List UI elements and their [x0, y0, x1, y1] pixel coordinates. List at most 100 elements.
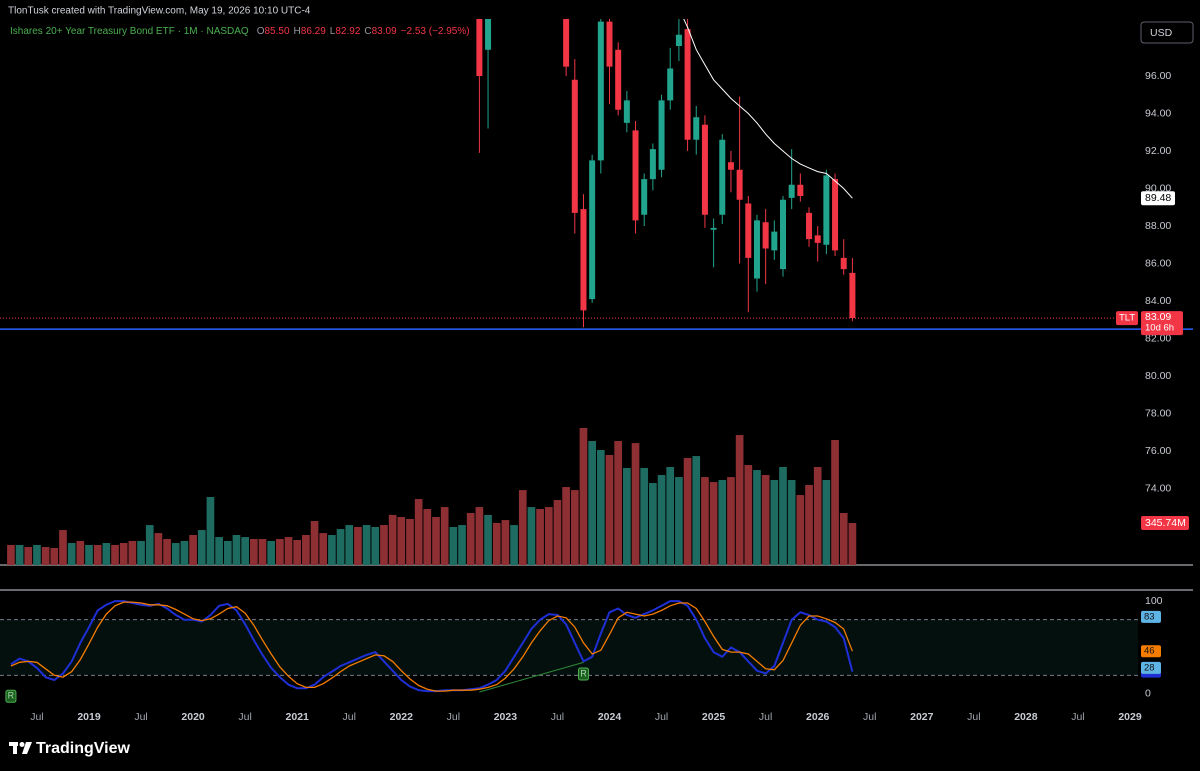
volume-bar: [302, 535, 310, 565]
volume-bar: [544, 507, 553, 565]
stoch-tick-label: 0: [1145, 688, 1151, 700]
legend-value: 85.50: [265, 26, 290, 37]
x-tick-label: 2027: [910, 711, 934, 723]
candle-body: [736, 169, 743, 200]
x-tick-label: Jul: [863, 711, 876, 723]
candle-body: [632, 130, 639, 221]
x-tick-label: 2024: [598, 711, 622, 723]
candle-body: [589, 160, 596, 300]
volume-bar: [119, 543, 128, 565]
volume-bar: [753, 470, 761, 565]
volume-bar: [380, 525, 388, 565]
volume-bar: [796, 495, 805, 565]
volume-bar: [649, 483, 657, 565]
marker: [577, 667, 589, 681]
ma-badge: [1141, 191, 1175, 206]
volume-bar: [249, 539, 258, 565]
volume-bar: [432, 517, 440, 565]
symbol-label: TLT: [1119, 313, 1135, 324]
volume-bar: [223, 540, 232, 565]
candle-body: [797, 184, 804, 196]
y-tick-label: 80.00: [1145, 370, 1171, 382]
volume-bar: [76, 540, 85, 565]
candle-body: [719, 139, 726, 215]
candle-body: [832, 179, 839, 251]
currency-button[interactable]: [1140, 21, 1194, 44]
volume-bar: [692, 456, 701, 565]
volume-bar: [24, 547, 33, 565]
candle-body: [623, 100, 630, 123]
x-tick-label: Jul: [655, 711, 668, 723]
volume-bar: [787, 479, 796, 565]
candle-body: [580, 209, 587, 311]
header-text: TlonTusk created with TradingView.com, M…: [8, 6, 311, 17]
volume-bar: [839, 513, 848, 565]
brand-name: TradingView: [36, 740, 131, 757]
currency-label[interactable]: USD: [1150, 27, 1173, 39]
legend-change: −2.53 (−2.95%): [401, 26, 470, 37]
volume-bar: [848, 523, 857, 565]
candle-body: [806, 212, 813, 240]
candle-body: [771, 231, 778, 251]
x-tick-label: Jul: [30, 711, 43, 723]
stoch-badge: [1141, 661, 1161, 674]
candle-body: [485, 19, 492, 50]
brand-logo: [9, 742, 32, 754]
x-tick-label: Jul: [343, 711, 356, 723]
candle-body: [597, 21, 604, 161]
volume-bar: [336, 529, 345, 565]
legend: Ishares 20+ Year Treasury Bond ETF · 1M …: [10, 26, 470, 37]
candle-body: [753, 220, 760, 279]
x-tick-label: 2025: [702, 711, 726, 723]
volume-bar: [59, 530, 67, 565]
volume-bar: [701, 477, 709, 565]
x-tick-label: 2021: [286, 711, 310, 723]
marker-label: R: [8, 691, 15, 701]
volume-bar: [744, 465, 753, 565]
stoch-badge-label: 46: [1144, 646, 1155, 657]
volume-bar: [761, 475, 770, 565]
volume-bar: [397, 517, 406, 565]
volume-bar: [440, 507, 449, 565]
stoch-tick-label: 100: [1145, 595, 1163, 607]
volume-bar: [111, 544, 119, 565]
volume-bar: [623, 467, 631, 565]
candle-body: [780, 199, 786, 270]
volume-bar: [709, 482, 718, 565]
volume-bar: [562, 487, 570, 565]
y-tick-label: 88.00: [1145, 220, 1171, 232]
y-tick-label: 82.00: [1145, 332, 1171, 344]
volume-bar: [267, 540, 276, 565]
volume-bar: [50, 547, 59, 565]
volume-bar: [102, 543, 111, 565]
ma-badge-label: 89.48: [1145, 192, 1171, 204]
volume-bar: [345, 525, 354, 565]
volume-bar: [822, 479, 831, 565]
volume-bar: [596, 449, 605, 565]
x-tick-label: Jul: [447, 711, 460, 723]
legend-value: 86.29: [301, 26, 326, 37]
volume-bar: [484, 514, 492, 565]
moving-average: [683, 19, 853, 199]
candle-body: [745, 203, 752, 258]
logo-shape: [13, 742, 17, 754]
candle-body: [762, 222, 769, 249]
volume-bar: [41, 547, 50, 565]
candle-body: [649, 149, 656, 180]
divergence-line: [479, 661, 584, 693]
candle-body: [814, 235, 821, 243]
volume-bar: [813, 466, 822, 565]
volume-bar: [605, 454, 614, 565]
volume-bar: [180, 540, 189, 565]
legend-key: H: [294, 26, 301, 37]
volume-bar: [33, 544, 41, 565]
x-tick-label: 2022: [390, 711, 414, 723]
volume-bar: [631, 443, 640, 565]
volume-bar: [154, 533, 163, 565]
price-pane: [0, 19, 1138, 565]
volume-bar: [614, 440, 623, 565]
volume-bar: [735, 435, 744, 565]
x-tick-label: 2028: [1014, 711, 1038, 723]
